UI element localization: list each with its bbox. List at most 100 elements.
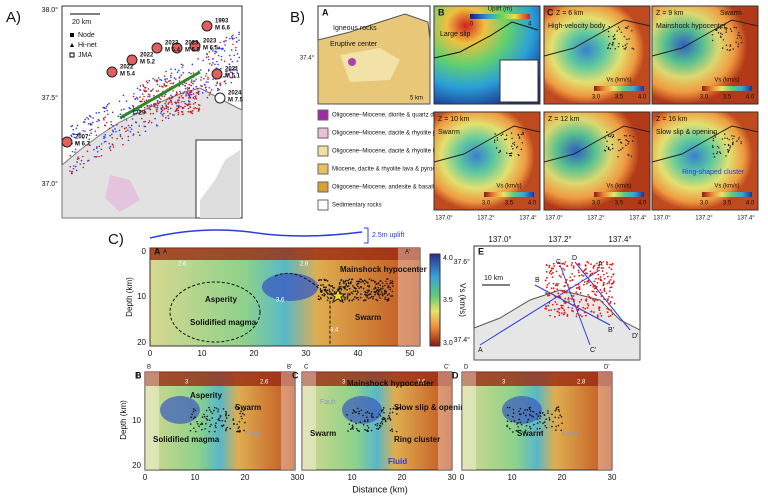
- quake-dot: [190, 93, 193, 96]
- quake-dot: [607, 275, 609, 278]
- quake-dot: [526, 421, 529, 423]
- quake-dot: [719, 27, 722, 30]
- quake-dot: [606, 299, 609, 302]
- contour-label: 3: [502, 380, 506, 386]
- quake-dot: [197, 110, 200, 112]
- quake-dot: [575, 315, 578, 318]
- quake-dot: [378, 295, 380, 297]
- quake-dot: [343, 296, 345, 298]
- quake-dot: [616, 30, 618, 32]
- velocity-anomaly: [502, 396, 542, 424]
- quake-dot: [238, 56, 241, 59]
- quake-dot: [617, 156, 619, 158]
- quake-dot: [214, 50, 216, 53]
- quake-dot: [563, 311, 566, 314]
- quake-dot: [578, 288, 581, 291]
- quake-dot: [236, 60, 239, 62]
- quake-dot: [518, 418, 521, 421]
- quake-dot: [86, 150, 89, 153]
- quake-dot: [623, 35, 626, 38]
- quake-dot: [721, 33, 723, 36]
- legend-label: Oligocene–Miocene, dacite & rhyolite pyr…: [332, 131, 477, 137]
- quake-dot: [162, 86, 164, 88]
- quake-dot: [340, 289, 343, 291]
- x-tick-label: 20: [398, 473, 407, 482]
- quake-dot: [331, 285, 334, 287]
- quake-dot: [179, 92, 182, 94]
- quake-dot: [220, 59, 223, 61]
- quake-dot: [724, 27, 726, 29]
- quake-dot: [380, 291, 383, 294]
- quake-dot: [229, 37, 231, 40]
- quake-dot: [606, 311, 609, 314]
- quake-dot: [557, 406, 560, 408]
- quake-dot: [209, 409, 211, 411]
- quake-dot: [354, 287, 357, 290]
- quake-dot: [137, 131, 140, 133]
- annotation: Mainshock hypocenter: [347, 379, 434, 388]
- quake-dot: [191, 63, 194, 66]
- quake-dot: [346, 289, 348, 291]
- quake-dot: [228, 54, 231, 57]
- quake-dot: [575, 283, 578, 286]
- quake-dot: [560, 429, 563, 432]
- quake-dot: [358, 412, 360, 415]
- lat-tick: 37.6°: [454, 258, 471, 266]
- quake-dot: [576, 292, 579, 295]
- quake-dot: [128, 106, 131, 109]
- quake-dot: [607, 135, 610, 137]
- quake-dot: [719, 35, 722, 38]
- event-symbol: [211, 68, 223, 80]
- quake-dot: [170, 101, 173, 104]
- quake-dot: [593, 311, 595, 314]
- quake-dot: [195, 95, 197, 97]
- quake-dot: [224, 44, 226, 46]
- quake-dot: [188, 91, 191, 94]
- quake-dot: [235, 36, 238, 39]
- quake-dot: [383, 411, 385, 414]
- quake-dot: [136, 96, 138, 99]
- quake-dot: [357, 291, 359, 294]
- quake-dot: [243, 409, 245, 412]
- quake-dot: [569, 286, 572, 289]
- quake-dot: [367, 297, 370, 300]
- quake-dot: [132, 95, 135, 98]
- quake-dot: [377, 290, 380, 293]
- quake-dot: [600, 267, 603, 269]
- scale-label: 5 km: [410, 96, 423, 102]
- event-mag: M 5.2: [140, 60, 156, 66]
- quake-dot: [592, 290, 595, 293]
- quake-dot: [177, 69, 180, 72]
- colorbar-tick: 4.0: [746, 201, 755, 207]
- quake-dot: [116, 137, 118, 140]
- quake-dot: [730, 30, 733, 32]
- quake-dot: [391, 280, 394, 283]
- quake-dot: [182, 64, 184, 67]
- quake-dot: [190, 81, 193, 84]
- quake-dot: [596, 269, 599, 271]
- quake-dot: [345, 284, 347, 286]
- quake-dot: [103, 110, 106, 113]
- x-tick-label: 40: [354, 349, 363, 358]
- quake-dot: [161, 109, 164, 112]
- quake-dot: [110, 123, 113, 126]
- quake-dot: [343, 298, 346, 301]
- quake-dot: [539, 421, 541, 423]
- subpanel-label: B: [438, 7, 445, 17]
- quake-dot: [205, 56, 208, 59]
- quake-dot: [566, 313, 569, 316]
- quake-dot: [518, 137, 521, 139]
- quake-dot: [181, 66, 184, 69]
- quake-dot: [725, 44, 728, 46]
- quake-dot: [147, 88, 150, 90]
- quake-dot: [163, 84, 165, 86]
- quake-dot: [391, 295, 394, 297]
- x-tick-label: 30: [302, 349, 311, 358]
- quake-dot: [613, 280, 615, 283]
- colorbar-title: Vs (km/s): [496, 184, 521, 190]
- quake-dot: [548, 417, 551, 419]
- quake-dot: [143, 95, 145, 98]
- quake-dot: [178, 104, 180, 107]
- quake-dot: [539, 411, 541, 414]
